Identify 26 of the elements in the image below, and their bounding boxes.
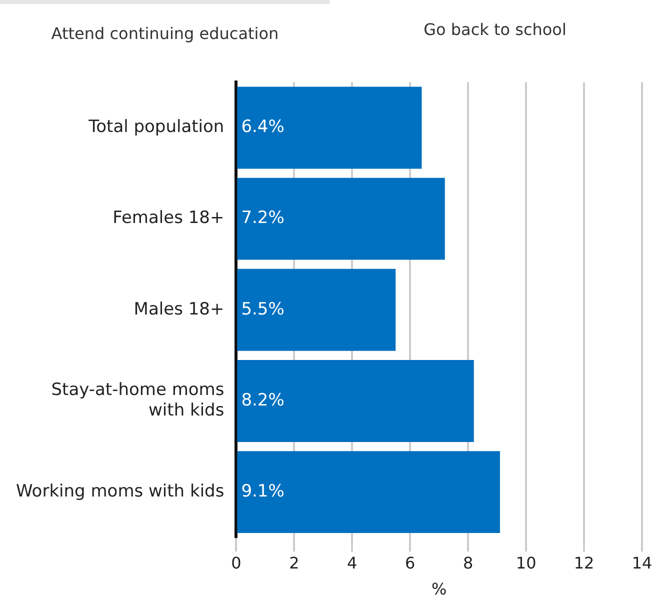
bar [237,86,422,169]
data-label: 7.2% [241,208,284,228]
y-tick-label: Males 18+ [134,299,224,320]
text: Attend continuing education [0,0,330,60]
data-label: 9.1% [241,481,284,502]
data-label: 6.4% [241,117,284,138]
x-tick-label: 6 [405,553,416,572]
x-tick-label: 12 [574,553,594,572]
bar [237,178,445,260]
x-tick-label: 8 [462,553,474,572]
bar [237,451,500,534]
x-tick-label: 2 [289,553,300,572]
x-tick-label: 10 [516,553,536,572]
y-tick-label: Total population [88,117,224,138]
bar [237,360,474,442]
data-label: 8.2% [241,390,284,410]
data-label: 5.5% [241,299,284,320]
y-tick-label: Stay-at-home moms with kids [51,380,224,421]
x-tick-label: 4 [347,553,358,572]
text: Go back to school [422,19,568,41]
y-tick-label: Working moms with kids [16,481,224,502]
bar [237,268,396,351]
x-tick-label: 0 [231,553,242,572]
y-tick-label: Females 18+ [112,208,224,228]
x-tick-label: 14 [632,553,652,572]
x-axis-title: % [432,580,447,599]
